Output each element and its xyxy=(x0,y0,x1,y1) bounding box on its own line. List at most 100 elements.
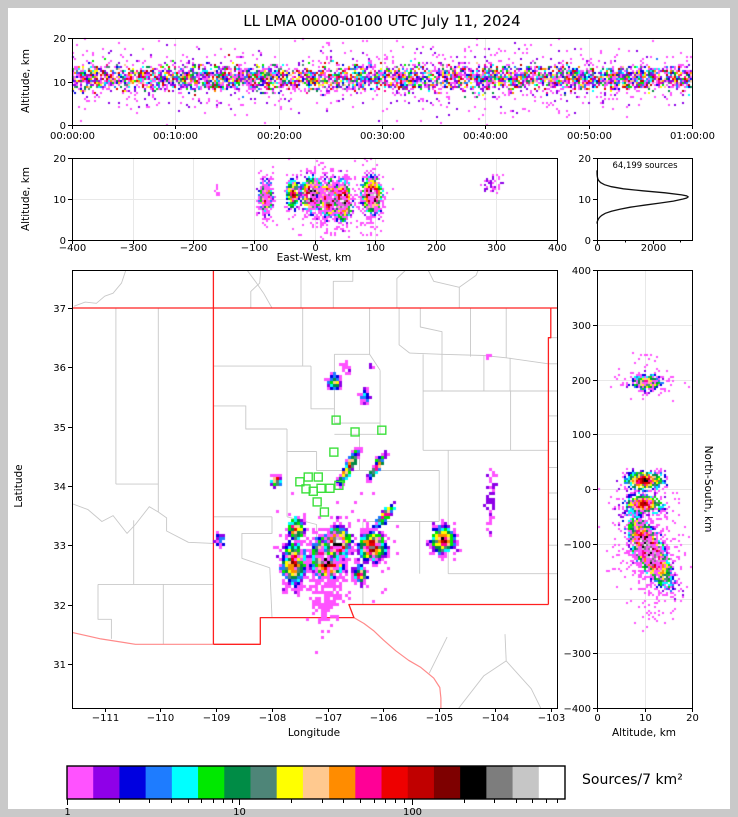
colorbar-segment xyxy=(224,766,252,799)
plan_map-ytick-label: 35 xyxy=(53,423,66,434)
source-count-label: 64,199 sources xyxy=(612,161,678,171)
ew_height-ytick-label: 0 xyxy=(60,236,66,247)
lma-station-marker xyxy=(331,415,341,425)
ns_height-ytick-label: 0 xyxy=(585,485,591,496)
map-ylabel: Latitude xyxy=(13,464,25,508)
plan_map-ytick-label: 36 xyxy=(53,363,66,374)
lma-station-marker xyxy=(329,447,339,457)
time_height-ytick-label: 20 xyxy=(53,34,66,45)
plan_map-xtick-label: −103 xyxy=(538,713,565,724)
time-panel-ylabel: Altitude, km xyxy=(20,49,32,114)
height_hist-xtick-label: 0 xyxy=(594,243,600,254)
lma-station-marker xyxy=(350,427,360,437)
time_height-xtick-label: 00:30:00 xyxy=(360,131,405,142)
lma-station-marker xyxy=(316,483,326,493)
ew_height-xtick-label: −100 xyxy=(241,243,268,254)
ew-panel-xlabel: East-West, km xyxy=(276,252,352,264)
colorbar-segment xyxy=(119,766,147,799)
lma-station-marker xyxy=(295,477,305,487)
ew_height-xtick-label: 300 xyxy=(487,243,506,254)
height_hist-ytick-label: 0 xyxy=(585,236,591,247)
colorbar-segment xyxy=(250,766,278,799)
ew_height-xtick-label: 0 xyxy=(312,243,318,254)
colorbar-segment xyxy=(460,766,487,799)
height_hist-ytick-label: 10 xyxy=(578,195,591,206)
ns_height-ytick-label: 300 xyxy=(572,321,591,332)
time_height-ytick-label: 0 xyxy=(60,121,66,132)
plan_map-xtick-label: −105 xyxy=(426,713,453,724)
colorbar-segment xyxy=(329,766,356,799)
ns_height-xtick-label: 10 xyxy=(639,713,652,724)
height_hist-xtick-label: 2000 xyxy=(641,243,666,254)
ns_height-xtick-label: 20 xyxy=(686,713,699,724)
ew_height-xtick-label: −300 xyxy=(120,243,147,254)
colorbar-title: Sources/7 km² xyxy=(582,772,683,788)
panel-frame xyxy=(72,158,558,241)
panel-frame xyxy=(597,158,693,241)
plan_map-ytick-label: 34 xyxy=(53,482,66,493)
plan_map-ytick-label: 33 xyxy=(53,541,66,552)
plan_map-xtick-label: −106 xyxy=(370,713,397,724)
colorbar-segment xyxy=(276,766,304,799)
lma-station-marker xyxy=(334,480,344,491)
ns_height-xtick-label: 0 xyxy=(594,713,600,724)
lma-station-marker xyxy=(301,484,311,494)
ew_height-xtick-label: 400 xyxy=(548,243,567,254)
map-xlabel: Longitude xyxy=(287,727,341,739)
ew_height-xtick-label: 100 xyxy=(366,243,385,254)
lma-station-marker xyxy=(312,497,322,507)
ew_height-ytick-label: 10 xyxy=(53,195,66,206)
colorbar-segment xyxy=(381,766,409,799)
plan_map-ytick-label: 37 xyxy=(53,304,66,315)
time_height-xtick-label: 00:40:00 xyxy=(463,131,508,142)
ns_height-ytick-label: 400 xyxy=(572,266,591,277)
colorbar-tick-label: 100 xyxy=(403,807,422,817)
plan_map-xtick-label: −111 xyxy=(92,713,119,724)
colorbar-segment xyxy=(407,766,435,799)
time_height-xtick-label: 00:10:00 xyxy=(153,131,198,142)
colorbar-tick-label: 10 xyxy=(233,807,246,817)
ns_height-ytick-label: −200 xyxy=(564,595,591,606)
figure-title: LL LMA 0000-0100 UTC July 11, 2024 xyxy=(243,12,521,30)
plan_map-xtick-label: −107 xyxy=(315,713,342,724)
time_height-xtick-label: 00:50:00 xyxy=(567,131,612,142)
ns-panel-ylabel: North-South, km xyxy=(702,445,714,533)
ew_height-ytick-label: 20 xyxy=(53,154,66,165)
colorbar-frame xyxy=(66,765,566,800)
plan_map-ytick-label: 31 xyxy=(53,660,66,671)
ew_height-xtick-label: −400 xyxy=(59,243,86,254)
ns_height-ytick-label: 200 xyxy=(572,376,591,387)
colorbar-segment xyxy=(538,766,566,799)
lma-station-marker xyxy=(303,472,313,482)
altitude-histogram-curve xyxy=(596,170,690,224)
panel-frame xyxy=(597,270,693,709)
lma-station-marker xyxy=(313,472,323,482)
colorbar-segment xyxy=(486,766,514,799)
colorbar-segment xyxy=(302,766,330,799)
ns_height-ytick-label: −100 xyxy=(564,540,591,551)
ew_height-xtick-label: 200 xyxy=(427,243,446,254)
plan_map-xtick-label: −110 xyxy=(147,713,174,724)
colorbar-segment xyxy=(433,766,461,799)
panel-frame xyxy=(72,38,693,126)
colorbar-segment xyxy=(93,766,121,799)
lma-station-marker xyxy=(319,507,330,517)
ns-panel-xlabel: Altitude, km xyxy=(611,727,676,739)
colorbar-tick-label: 1 xyxy=(64,807,70,817)
colorbar-segment xyxy=(198,766,225,799)
lma-station-marker xyxy=(377,425,387,435)
time_height-xtick-label: 00:20:00 xyxy=(257,131,302,142)
height_hist-ytick-label: 20 xyxy=(578,154,591,165)
colorbar-segment xyxy=(171,766,199,799)
ns_height-ytick-label: −400 xyxy=(564,704,591,715)
plan_map-ytick-label: 32 xyxy=(53,601,66,612)
lma-station-marker xyxy=(325,483,335,493)
time_height-xtick-label: 00:00:00 xyxy=(50,131,95,142)
colorbar-segment xyxy=(512,766,540,799)
ew-panel-ylabel: Altitude, km xyxy=(20,167,32,232)
time_height-ytick-label: 10 xyxy=(53,78,66,89)
plan_map-xtick-label: −104 xyxy=(482,713,509,724)
